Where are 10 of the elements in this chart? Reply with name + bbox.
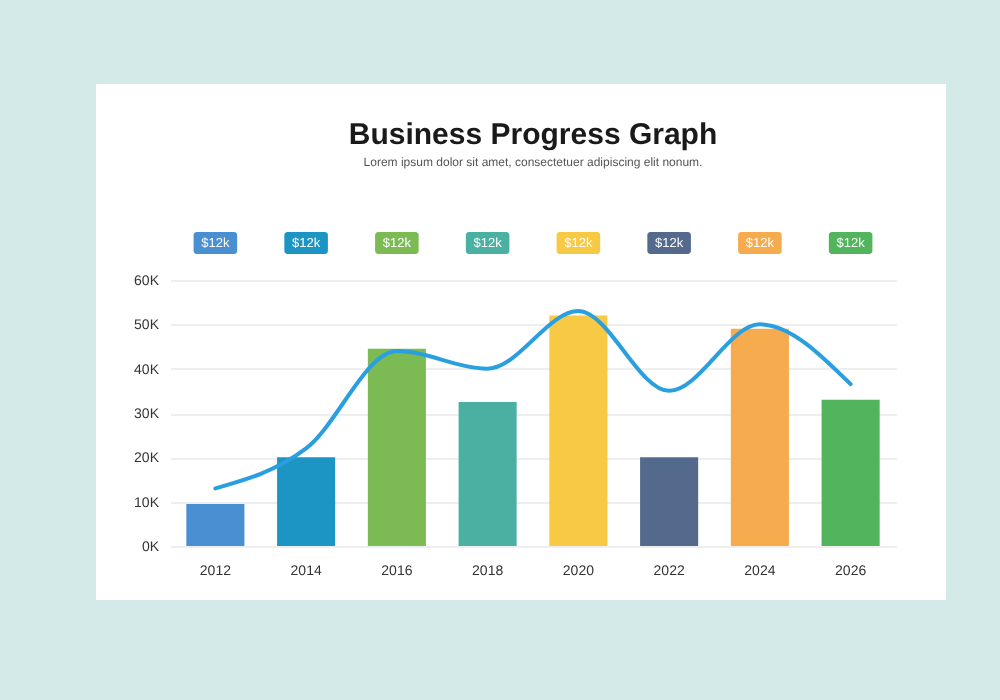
bar <box>640 457 699 546</box>
bar <box>821 399 880 546</box>
bar <box>367 348 426 546</box>
line-series <box>213 309 853 491</box>
bar <box>186 503 245 546</box>
bar <box>277 457 336 546</box>
bar <box>730 328 789 546</box>
chart-title: Business Progress Graph <box>348 118 718 152</box>
bar <box>458 401 517 546</box>
bar <box>549 315 608 546</box>
